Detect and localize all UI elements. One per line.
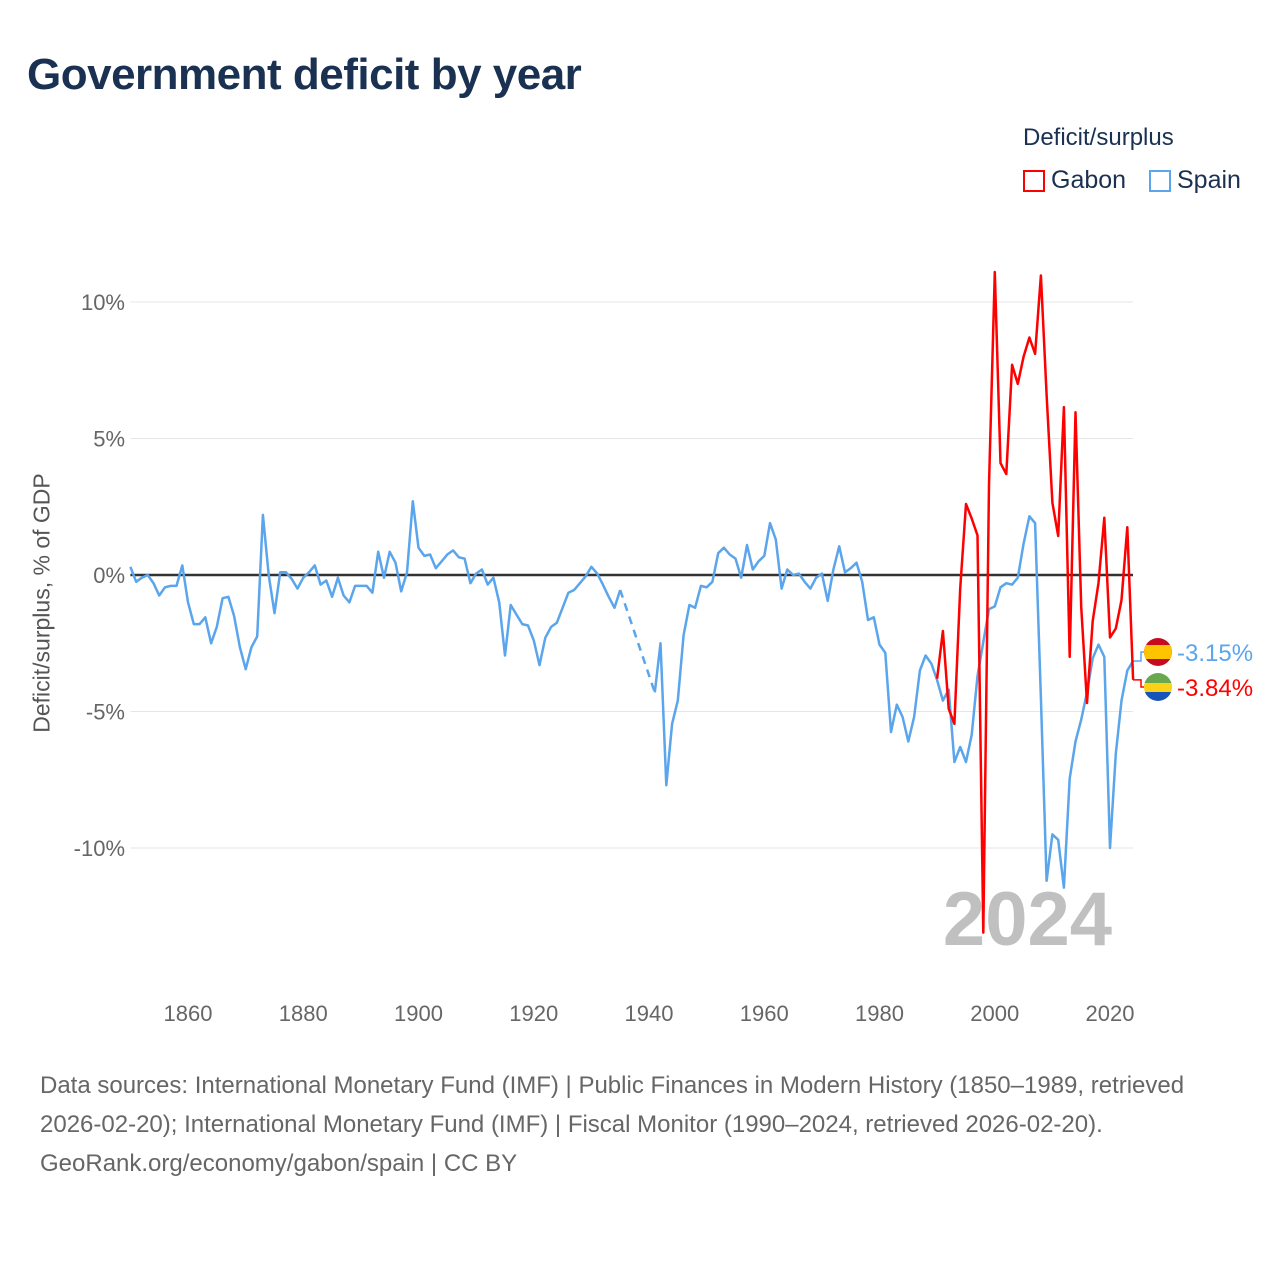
line-chart: 10% 5% 0% -5% -10% 1860 1880 1900 1920 1940 1960 19…	[74, 270, 1253, 1026]
series-spain: -3.15%	[129, 500, 1253, 889]
flag-stripes	[1144, 673, 1172, 701]
y-tick-label: 10%	[81, 290, 125, 315]
series-gap-line	[619, 589, 656, 693]
series-gabon: -3.84%	[935, 270, 1253, 934]
end-connector	[1133, 651, 1144, 662]
page-title: Government deficit by year	[27, 50, 582, 99]
flag-stripes	[1144, 638, 1172, 666]
flag-stripe	[1144, 683, 1172, 692]
x-tick-label: 1980	[855, 1001, 904, 1026]
legend-swatch-spain	[1149, 169, 1171, 192]
legend-item-spain[interactable]: Spain	[1149, 166, 1241, 195]
x-tick-label: 1960	[740, 1001, 789, 1026]
series-line	[129, 500, 1135, 889]
y-tick-label: -5%	[86, 700, 125, 725]
footer: Data sources: International Monetary Fun…	[40, 1066, 1240, 1183]
end-connector	[1133, 679, 1144, 688]
flag-stripe	[1144, 692, 1172, 701]
y-axis-label: Deficit/surplus, % of GDP	[28, 473, 55, 733]
end-value-label: -3.15%	[1177, 640, 1253, 667]
x-tick-label: 1880	[279, 1001, 328, 1026]
y-tick-label: 5%	[93, 427, 125, 452]
legend-swatch-gabon	[1023, 169, 1045, 192]
flag-stripe	[1144, 645, 1172, 659]
data-sources: Data sources: International Monetary Fun…	[40, 1072, 1185, 1138]
end-value-label: -3.84%	[1177, 675, 1253, 702]
legend-title: Deficit/surplus	[1023, 124, 1174, 151]
legend-label: Spain	[1177, 166, 1241, 194]
x-tick-label: 1940	[625, 1001, 674, 1026]
x-tick-label: 1920	[509, 1001, 558, 1026]
x-tick-label: 2000	[970, 1001, 1019, 1026]
x-tick-label: 1860	[164, 1001, 213, 1026]
gabon-flag-icon	[1144, 673, 1172, 701]
legend-label: Gabon	[1051, 166, 1127, 194]
y-tick-label: 0%	[93, 563, 125, 588]
y-tick-label: -10%	[74, 836, 125, 861]
series-line	[935, 270, 1135, 934]
credit-link[interactable]: GeoRank.org/economy/gabon/spain | CC BY	[40, 1150, 518, 1177]
x-tick-label: 2020	[1086, 1001, 1135, 1026]
spain-flag-icon	[1144, 638, 1172, 666]
legend-item-gabon[interactable]: Gabon	[1023, 166, 1126, 195]
flag-stripe	[1144, 673, 1172, 683]
x-tick-label: 1900	[394, 1001, 443, 1026]
year-label: 2024	[943, 877, 1112, 962]
